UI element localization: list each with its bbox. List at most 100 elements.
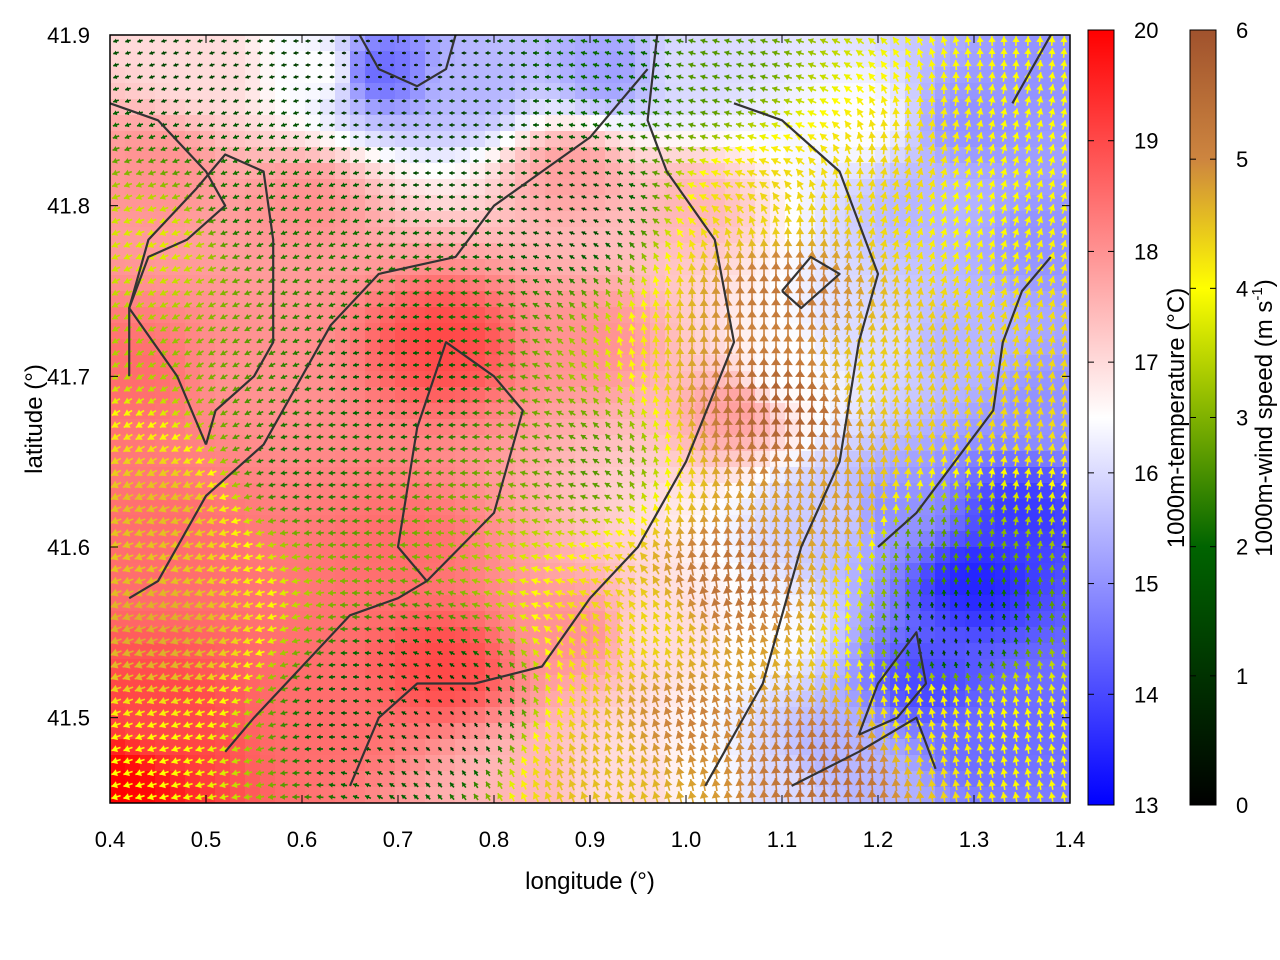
- heatmap-cell: [440, 83, 456, 100]
- heatmap-cell: [140, 163, 156, 180]
- heatmap-cell: [110, 387, 126, 404]
- heatmap-cell: [425, 419, 441, 436]
- heatmap-cell: [425, 691, 441, 708]
- heatmap-cell: [320, 691, 336, 708]
- heatmap-cell: [440, 739, 456, 756]
- heatmap-cell: [170, 787, 186, 804]
- heatmap-cell: [485, 323, 501, 340]
- heatmap-cell: [230, 739, 246, 756]
- heatmap-cell: [170, 435, 186, 452]
- heatmap-cell: [545, 115, 561, 132]
- heatmap-cell: [770, 707, 786, 724]
- heatmap-cell: [290, 643, 306, 660]
- heatmap-cell: [725, 83, 741, 100]
- heatmap-cell: [635, 179, 651, 196]
- heatmap-cell: [635, 35, 651, 52]
- heatmap-cell: [275, 371, 291, 388]
- heatmap-cell: [125, 83, 141, 100]
- heatmap-cell: [170, 163, 186, 180]
- heatmap-cell: [875, 131, 891, 148]
- heatmap-cell: [350, 323, 366, 340]
- heatmap-cell: [590, 67, 606, 84]
- heatmap-cell: [320, 211, 336, 228]
- heatmap-cell: [875, 467, 891, 484]
- heatmap-cell: [710, 515, 726, 532]
- heatmap-cell: [530, 467, 546, 484]
- heatmap-cell: [395, 323, 411, 340]
- heatmap-cell: [560, 227, 576, 244]
- heatmap-cell: [560, 83, 576, 100]
- heatmap-cell: [395, 307, 411, 324]
- heatmap-cell: [380, 419, 396, 436]
- heatmap-cell: [380, 163, 396, 180]
- heatmap-cell: [275, 515, 291, 532]
- heatmap-cell: [305, 131, 321, 148]
- heatmap-cell: [455, 83, 471, 100]
- heatmap-cell: [980, 595, 996, 612]
- heatmap-cell: [485, 755, 501, 772]
- heatmap-cell: [230, 435, 246, 452]
- heatmap-cell: [350, 259, 366, 276]
- heatmap-cell: [590, 659, 606, 676]
- heatmap-cell: [335, 515, 351, 532]
- heatmap-cell: [170, 179, 186, 196]
- heatmap-cell: [455, 515, 471, 532]
- heatmap-cell: [230, 707, 246, 724]
- heatmap-cell: [125, 35, 141, 52]
- heatmap-cell: [380, 323, 396, 340]
- heatmap-cell: [350, 515, 366, 532]
- heatmap-cell: [110, 179, 126, 196]
- heatmap-cell: [920, 563, 936, 580]
- heatmap-cell: [245, 67, 261, 84]
- heatmap-cell: [440, 467, 456, 484]
- temperature-heatmap: [110, 35, 1071, 804]
- heatmap-cell: [215, 371, 231, 388]
- heatmap-cell: [380, 83, 396, 100]
- heatmap-cell: [350, 595, 366, 612]
- heatmap-cell: [620, 67, 636, 84]
- heatmap-cell: [425, 131, 441, 148]
- heatmap-cell: [1010, 467, 1026, 484]
- heatmap-cell: [440, 307, 456, 324]
- heatmap-cell: [695, 83, 711, 100]
- heatmap-cell: [170, 595, 186, 612]
- heatmap-cell: [530, 323, 546, 340]
- heatmap-cell: [1010, 563, 1026, 580]
- heatmap-cell: [230, 291, 246, 308]
- heatmap-cell: [335, 659, 351, 676]
- heatmap-cell: [575, 179, 591, 196]
- heatmap-cell: [350, 115, 366, 132]
- heatmap-cell: [620, 227, 636, 244]
- heatmap-cell: [290, 563, 306, 580]
- heatmap-cell: [830, 35, 846, 52]
- heatmap-cell: [875, 419, 891, 436]
- heatmap-cell: [410, 755, 426, 772]
- heatmap-cell: [425, 755, 441, 772]
- heatmap-cell: [155, 323, 171, 340]
- heatmap-cell: [650, 451, 666, 468]
- heatmap-cell: [380, 275, 396, 292]
- heatmap-cell: [350, 787, 366, 804]
- heatmap-cell: [860, 611, 876, 628]
- heatmap-cell: [680, 115, 696, 132]
- heatmap-cell: [530, 355, 546, 372]
- heatmap-cell: [230, 259, 246, 276]
- heatmap-cell: [530, 35, 546, 52]
- heatmap-cell: [395, 419, 411, 436]
- heatmap-cell: [575, 467, 591, 484]
- heatmap-cell: [650, 275, 666, 292]
- heatmap-cell: [230, 67, 246, 84]
- heatmap-cell: [770, 227, 786, 244]
- heatmap-cell: [500, 35, 516, 52]
- heatmap-cell: [335, 131, 351, 148]
- heatmap-cell: [590, 259, 606, 276]
- heatmap-cell: [455, 115, 471, 132]
- heatmap-cell: [185, 131, 201, 148]
- heatmap-cell: [170, 339, 186, 356]
- heatmap-cell: [590, 307, 606, 324]
- heatmap-cell: [800, 83, 816, 100]
- heatmap-cell: [485, 131, 501, 148]
- heatmap-cell: [605, 131, 621, 148]
- heatmap-cell: [680, 275, 696, 292]
- heatmap-cell: [710, 67, 726, 84]
